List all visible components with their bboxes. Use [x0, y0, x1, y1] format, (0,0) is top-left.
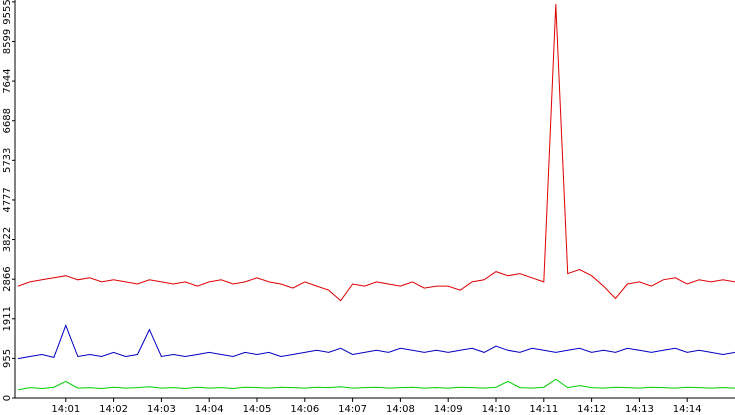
- x-tick-label: 14:12: [577, 404, 606, 415]
- x-tick-label: 14:13: [625, 404, 654, 415]
- x-tick-label: 14:01: [51, 404, 80, 415]
- x-tick-label: 14:10: [482, 404, 511, 415]
- y-tick-label: 0: [2, 395, 13, 401]
- y-tick-label: 4777: [2, 187, 13, 212]
- y-tick-label: 5733: [2, 148, 13, 173]
- y-tick-label: 2866: [2, 266, 13, 291]
- y-tick-label: 3822: [2, 227, 13, 252]
- series-line: [17, 323, 735, 360]
- series-line: [17, 4, 735, 302]
- x-tick-label: 14:08: [386, 404, 415, 415]
- x-tick-label: 14:11: [529, 404, 558, 415]
- x-tick-label: 14:02: [99, 404, 128, 415]
- x-tick-label: 14:09: [434, 404, 463, 415]
- x-tick-label: 14:04: [195, 404, 224, 415]
- y-tick-label: 7644: [2, 68, 13, 93]
- series-line: [17, 378, 735, 391]
- y-tick-label: 955: [2, 349, 13, 368]
- x-tick-label: 14:14: [673, 404, 702, 415]
- y-tick-label: 6688: [2, 108, 13, 133]
- y-tick-label: 9555: [2, 0, 13, 25]
- y-tick-label: 1911: [2, 306, 13, 331]
- y-tick-label: 8599: [2, 29, 13, 54]
- x-tick-label: 14:07: [338, 404, 367, 415]
- x-tick-label: 14:05: [243, 404, 272, 415]
- x-tick-label: 14:06: [290, 404, 319, 415]
- x-tick-label: 14:03: [147, 404, 176, 415]
